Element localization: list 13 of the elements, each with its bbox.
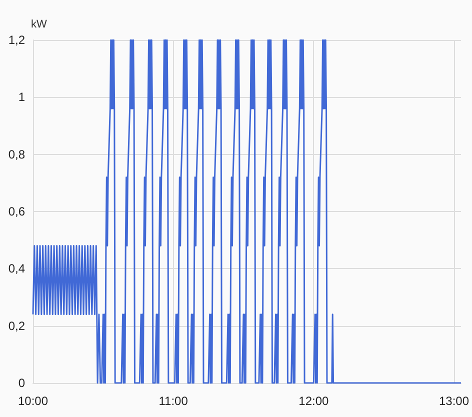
y-tick-label: 0,6 bbox=[8, 204, 26, 218]
y-tick-label: 0,8 bbox=[8, 147, 26, 162]
y-tick-label: 0,4 bbox=[8, 262, 26, 276]
x-tick-label: 11:00 bbox=[158, 394, 188, 408]
y-tick-label: 1 bbox=[18, 90, 26, 104]
x-tick-label: 10:00 bbox=[18, 394, 48, 408]
line-series bbox=[32, 39, 462, 384]
x-tick-label: 12:00 bbox=[298, 394, 329, 408]
y-axis-title: kW bbox=[31, 18, 48, 30]
y-tick-label: 0 bbox=[18, 376, 26, 390]
x-tick-label: 13:00 bbox=[438, 394, 470, 408]
y-tick-label: 0,2 bbox=[8, 318, 26, 333]
y-tick-label: 1,2 bbox=[8, 33, 26, 47]
